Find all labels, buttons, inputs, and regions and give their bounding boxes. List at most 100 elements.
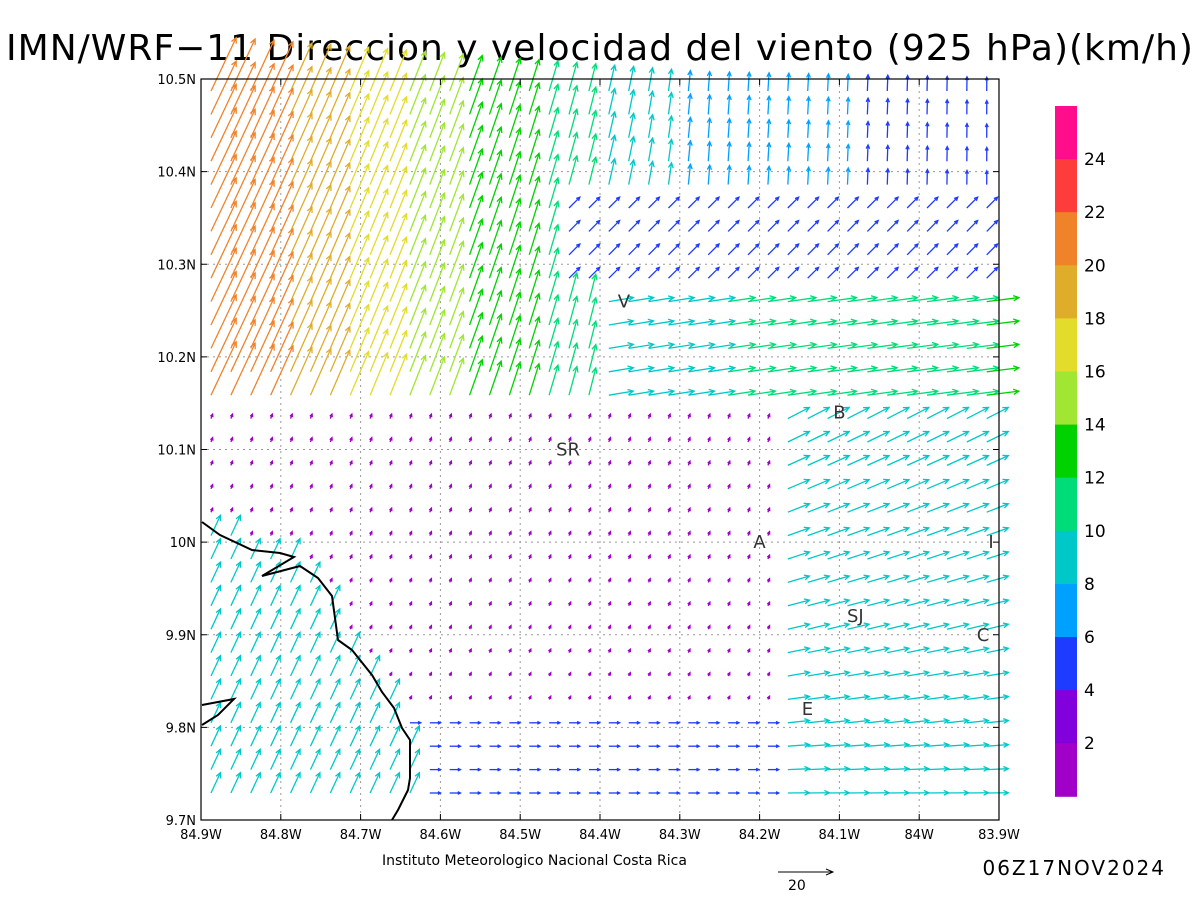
- wind-vector: [508, 553, 512, 560]
- wind-vector: [369, 47, 389, 92]
- wind-vector: [886, 430, 911, 443]
- wind-vector: [707, 196, 721, 209]
- wind-vector: [448, 530, 453, 536]
- wind-vector: [847, 598, 871, 607]
- grid-lines: [201, 79, 999, 820]
- wind-vector: [688, 388, 716, 396]
- wind-vector: [926, 622, 951, 630]
- wind-vector: [369, 234, 389, 279]
- wind-vector: [746, 506, 751, 513]
- wind-vector: [647, 624, 651, 630]
- legend-tick-label: 2: [1084, 734, 1095, 754]
- wind-vector: [687, 219, 701, 232]
- wind-vector: [449, 791, 462, 795]
- wind-vector: [688, 791, 701, 795]
- wind-vector: [805, 118, 811, 138]
- wind-vector: [766, 71, 772, 92]
- wind-vector: [787, 318, 818, 326]
- wind-vector: [508, 694, 512, 700]
- wind-vector: [568, 131, 579, 162]
- wind-vector: [628, 196, 641, 209]
- wind-vector: [329, 255, 351, 302]
- wind-vector: [708, 767, 721, 772]
- wind-vector: [528, 600, 532, 607]
- wind-vector: [329, 44, 351, 92]
- wind-vector: [508, 244, 522, 279]
- wind-vector: [269, 530, 274, 536]
- wind-vector: [648, 791, 661, 795]
- wind-vector: [986, 196, 999, 209]
- wind-vector: [528, 530, 532, 536]
- wind-vector: [887, 478, 911, 490]
- wind-vector: [807, 365, 838, 373]
- wind-vector: [568, 266, 581, 279]
- wind-vector: [250, 771, 261, 794]
- wind-vector: [966, 741, 990, 748]
- wind-vector: [548, 270, 560, 302]
- place-label: C: [977, 625, 990, 646]
- wind-vector: [468, 124, 484, 162]
- wind-vector: [668, 767, 681, 772]
- legend-color-swatch: [1055, 424, 1077, 479]
- wind-vector: [887, 598, 911, 607]
- wind-vector: [488, 242, 503, 279]
- wind-vector: [369, 328, 389, 373]
- wind-vector: [668, 744, 681, 749]
- wind-vector: [329, 91, 351, 139]
- wind-vector: [807, 341, 838, 350]
- wind-vector: [448, 459, 453, 466]
- wind-vector: [289, 630, 301, 653]
- wind-vector: [946, 406, 970, 420]
- wind-vector: [449, 767, 462, 772]
- wind-vector: [887, 550, 911, 560]
- wind-vector: [230, 537, 242, 560]
- wind-vector: [847, 318, 879, 326]
- wind-vector: [349, 506, 353, 513]
- wind-vector: [787, 646, 811, 654]
- wind-vector: [766, 530, 771, 536]
- wind-vector: [548, 153, 560, 185]
- wind-vector: [429, 261, 446, 302]
- wind-vector: [607, 436, 612, 443]
- wind-vector: [270, 344, 294, 396]
- wind-vector: [647, 553, 652, 560]
- wind-vector: [349, 771, 361, 794]
- wind-vector: [906, 478, 931, 490]
- wind-vector: [687, 115, 693, 138]
- wind-vector: [270, 87, 294, 139]
- wind-vector: [230, 318, 256, 373]
- wind-vector: [349, 279, 370, 326]
- wind-vector: [369, 600, 373, 607]
- wind-vector: [250, 249, 275, 302]
- wind-vector: [607, 694, 612, 700]
- wind-vector: [548, 316, 560, 349]
- wind-vector: [905, 74, 910, 92]
- longitude-label: 84.6W: [419, 828, 461, 843]
- wind-vector: [269, 506, 274, 513]
- wind-vector: [289, 252, 313, 302]
- wind-vector: [210, 654, 222, 677]
- wind-vector: [766, 164, 772, 185]
- wind-vector: [329, 747, 341, 770]
- wind-vector: [667, 624, 671, 630]
- wind-vector: [548, 553, 552, 560]
- wind-vector: [906, 219, 920, 232]
- wind-vector: [588, 296, 598, 326]
- wind-vector: [847, 646, 871, 654]
- wind-vector: [707, 600, 711, 607]
- wind-vector: [847, 694, 871, 701]
- wind-vector: [827, 718, 851, 724]
- wind-vector: [349, 69, 370, 115]
- wind-vector: [409, 143, 427, 185]
- wind-vector: [568, 365, 579, 396]
- wind-vector: [409, 771, 421, 794]
- wind-vector: [210, 223, 237, 279]
- wind-vector: [746, 530, 751, 536]
- wind-vector: [389, 142, 408, 185]
- wind-vector: [309, 724, 321, 747]
- wind-vector: [627, 412, 632, 419]
- wind-vector: [369, 164, 389, 209]
- wind-vector: [389, 48, 408, 92]
- wind-vector: [567, 483, 572, 490]
- wind-vector: [905, 144, 910, 162]
